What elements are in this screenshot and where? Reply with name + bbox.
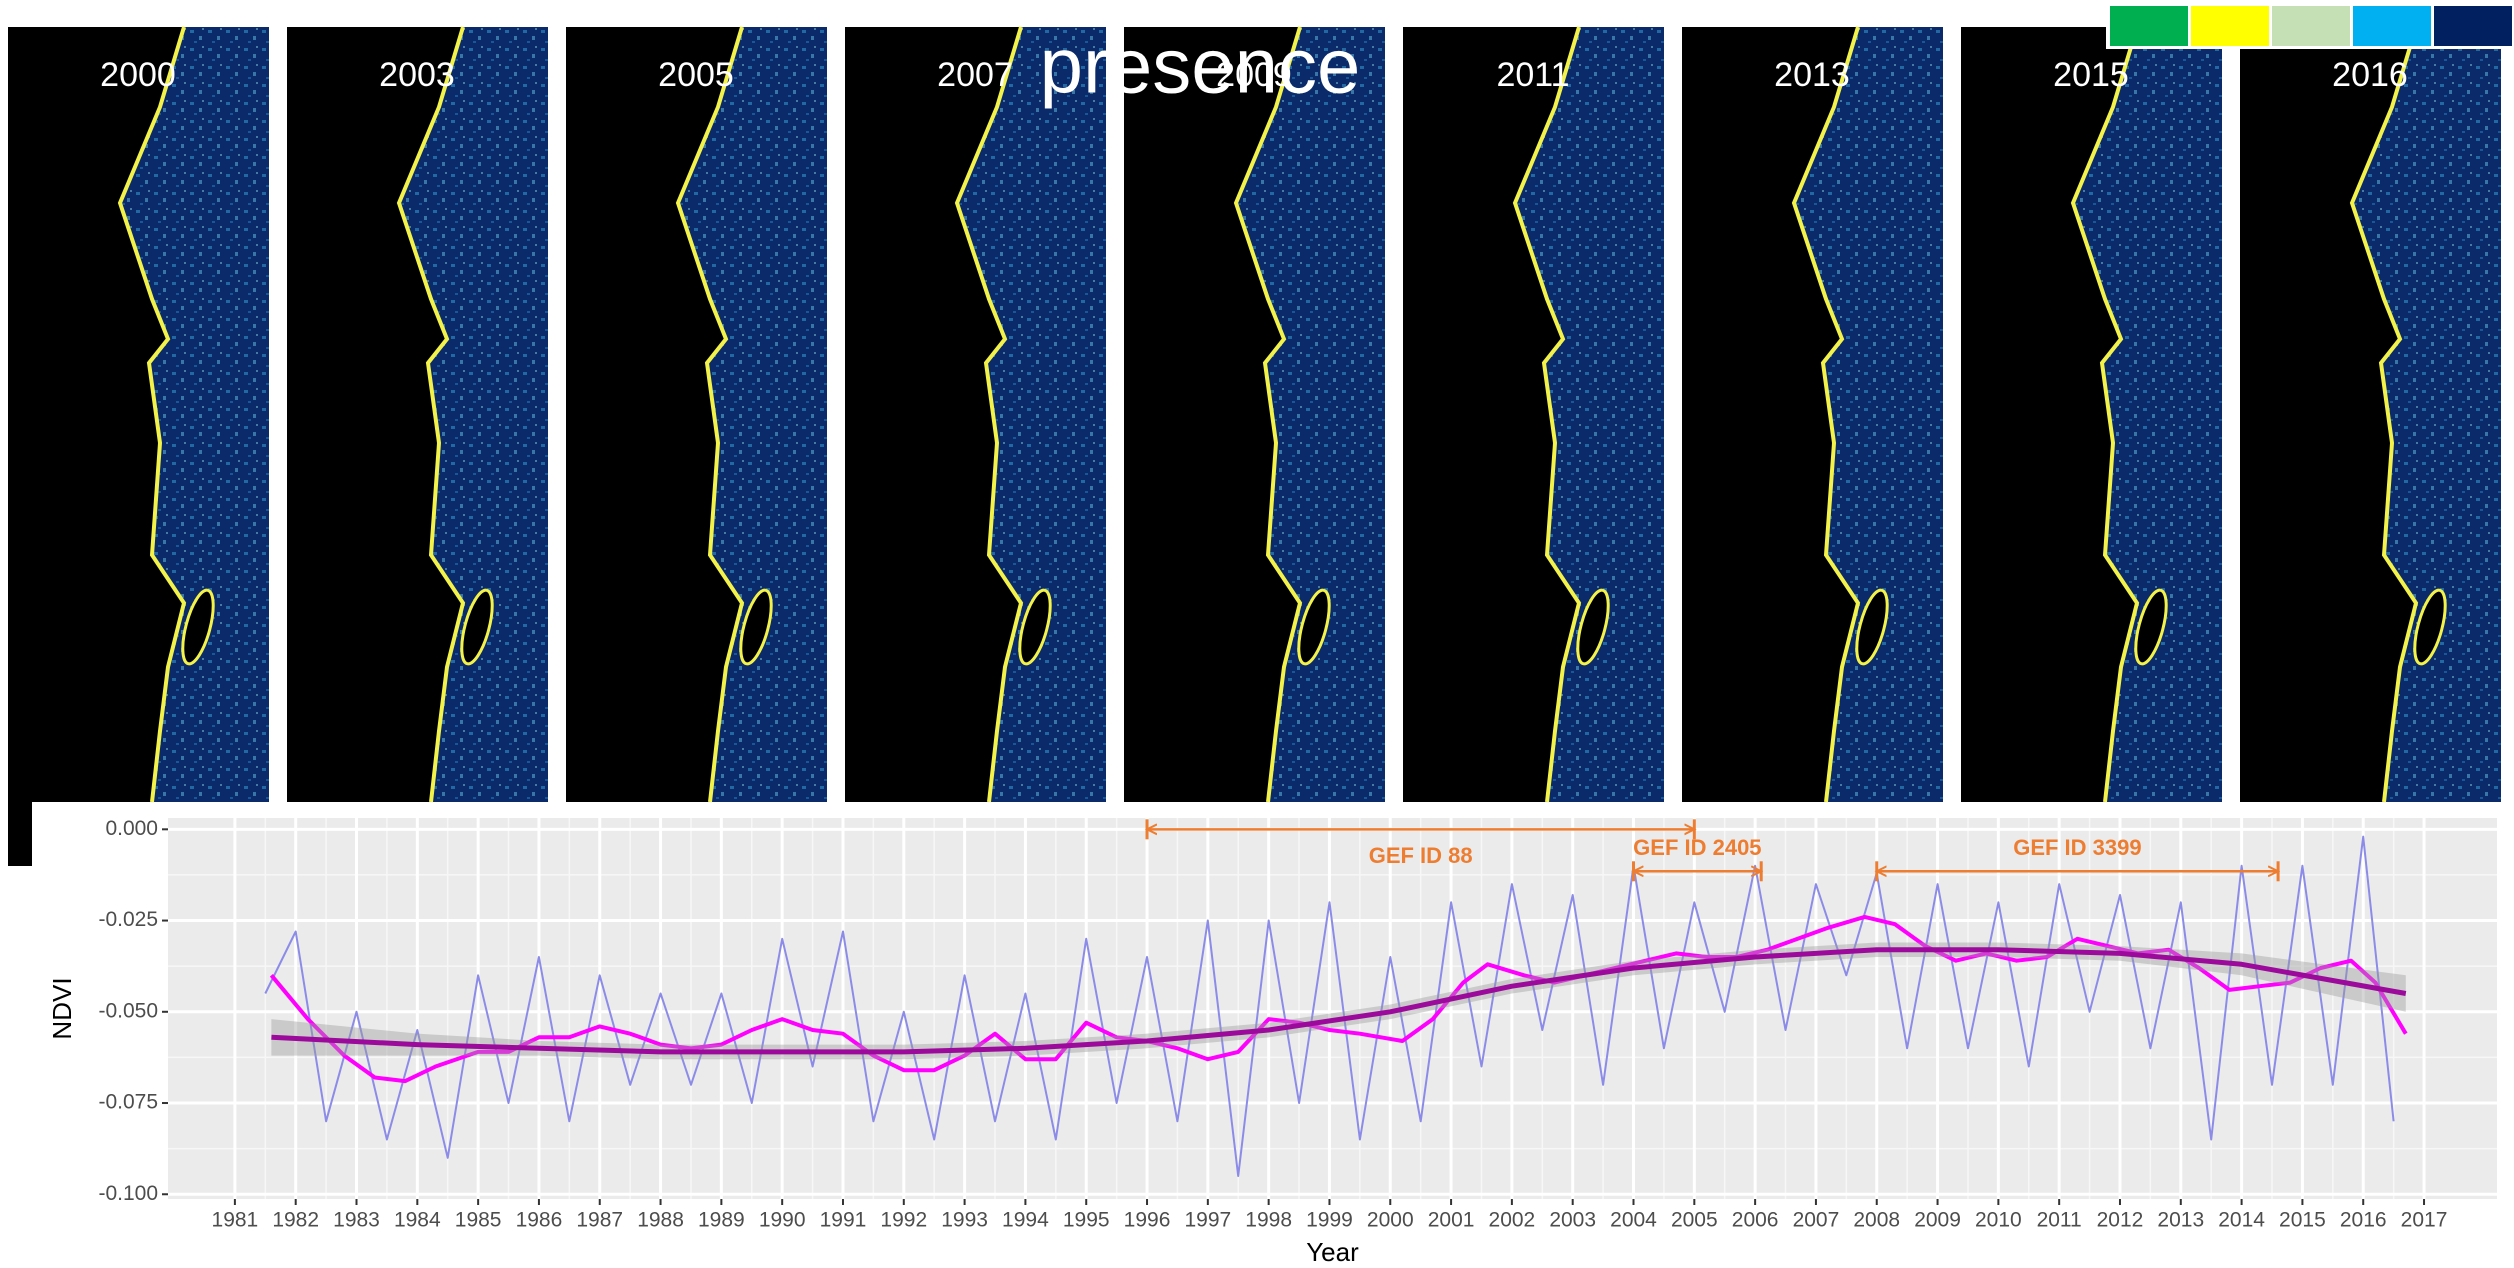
y-axis-title: NDVI [47, 977, 77, 1039]
panel-year: 2003 [379, 56, 455, 94]
x-tick-label: 1986 [516, 1209, 563, 1232]
x-tick-label: 2016 [2340, 1209, 2387, 1232]
map-image [1959, 25, 2224, 804]
x-tick-label: 1993 [941, 1209, 988, 1232]
y-tick-label: -0.050 [98, 999, 158, 1022]
legend-swatch [2434, 6, 2512, 46]
ndvi-chart: -0.100 -0.075 -0.050 -0.025 0.000 1981 1982 198… [47, 817, 2497, 1267]
map-panel: 2005 [564, 25, 829, 804]
map-panel: 2009 [1122, 25, 1387, 804]
panel-year: 2016 [2332, 56, 2408, 94]
y-tick-label: -0.100 [98, 1182, 158, 1205]
map-image [1680, 25, 1945, 804]
panel-year: 2015 [2053, 56, 2129, 94]
x-tick-label: 1984 [394, 1209, 441, 1232]
x-tick-label: 2003 [1549, 1209, 1596, 1232]
x-tick-label: 2012 [2097, 1209, 2144, 1232]
x-tick-label: 1999 [1306, 1209, 1353, 1232]
series-line [271, 947, 2407, 1055]
panel-year: 2005 [658, 56, 734, 94]
map-panel: 2015 [1959, 25, 2224, 804]
x-tick-label: 2014 [2218, 1209, 2265, 1232]
x-tick-label: 2006 [1732, 1209, 1779, 1232]
x-tick-label: 2005 [1671, 1209, 1718, 1232]
x-tick-label: 1994 [1002, 1209, 1049, 1232]
x-tick-label: 2010 [1975, 1209, 2022, 1232]
x-axis-title: Year [1306, 1237, 1359, 1267]
x-tick-label: 2015 [2279, 1209, 2326, 1232]
annotation-label: GEF ID 88 [1369, 843, 1473, 868]
x-tick-label: 2007 [1793, 1209, 1840, 1232]
annotation-label: GEF ID 3399 [2013, 835, 2141, 860]
panel-year: 2000 [100, 56, 176, 94]
annotation-label: GEF ID 2405 [1633, 835, 1761, 860]
x-tick-label: 1992 [880, 1209, 927, 1232]
x-tick-label: 1989 [698, 1209, 745, 1232]
map-image [1122, 25, 1387, 804]
x-tick-label: 2002 [1489, 1209, 1536, 1232]
legend-swatch [2272, 6, 2350, 46]
map-image [2238, 25, 2503, 804]
series-line [269, 914, 2408, 1084]
black-block [8, 802, 32, 866]
x-tick-label: 1991 [820, 1209, 867, 1232]
x-tick-label: 2009 [1914, 1209, 1961, 1232]
x-tick-label: 1998 [1245, 1209, 1292, 1232]
x-tick-label: 2004 [1610, 1209, 1657, 1232]
x-tick-label: 2001 [1428, 1209, 1475, 1232]
y-tick-label: -0.025 [98, 908, 158, 931]
map-image [6, 25, 271, 804]
panel-year: 2009 [1216, 56, 1292, 94]
x-tick-label: 1995 [1063, 1209, 1110, 1232]
x-tick-label: 1997 [1184, 1209, 1231, 1232]
map-panel: 2016 [2238, 25, 2503, 804]
map-panel: 2000 [6, 25, 271, 804]
map-image [843, 25, 1108, 804]
map-panel: 2003 [285, 25, 550, 804]
map-image [564, 25, 829, 804]
x-tick-label: 1982 [272, 1209, 319, 1232]
panel-year: 2007 [937, 56, 1013, 94]
x-tick-label: 2017 [2401, 1209, 2448, 1232]
y-tick-label: 0.000 [105, 817, 158, 840]
y-tick-label: -0.075 [98, 1091, 158, 1114]
map-panels: 2000 2003 2005 2007 2009 2011 2013 2015 2016 [6, 25, 2503, 804]
x-tick-label: 1983 [333, 1209, 380, 1232]
map-panel: 2007 [843, 25, 1108, 804]
x-tick-label: 2008 [1853, 1209, 1900, 1232]
panel-year: 2011 [1496, 56, 1569, 94]
x-tick-label: 1988 [637, 1209, 684, 1232]
title: presence [1040, 22, 1361, 110]
map-image [1401, 25, 1666, 804]
map-image [285, 25, 550, 804]
x-tick-label: 1987 [576, 1209, 623, 1232]
legend-swatch [2110, 6, 2188, 46]
legend-swatch [2353, 6, 2431, 46]
map-panel: 2011 [1401, 25, 1666, 804]
plot-background [168, 818, 2497, 1199]
color-legend [2106, 3, 2514, 49]
x-tick-label: 1981 [212, 1209, 259, 1232]
x-tick-label: 1990 [759, 1209, 806, 1232]
panel-year: 2013 [1774, 56, 1850, 94]
x-tick-label: 2000 [1367, 1209, 1414, 1232]
x-tick-label: 1996 [1124, 1209, 1171, 1232]
x-tick-label: 2011 [2037, 1209, 2082, 1232]
map-panel: 2013 [1680, 25, 1945, 804]
x-tick-label: 2013 [2157, 1209, 2204, 1232]
x-tick-label: 1985 [455, 1209, 502, 1232]
legend-swatch [2191, 6, 2269, 46]
